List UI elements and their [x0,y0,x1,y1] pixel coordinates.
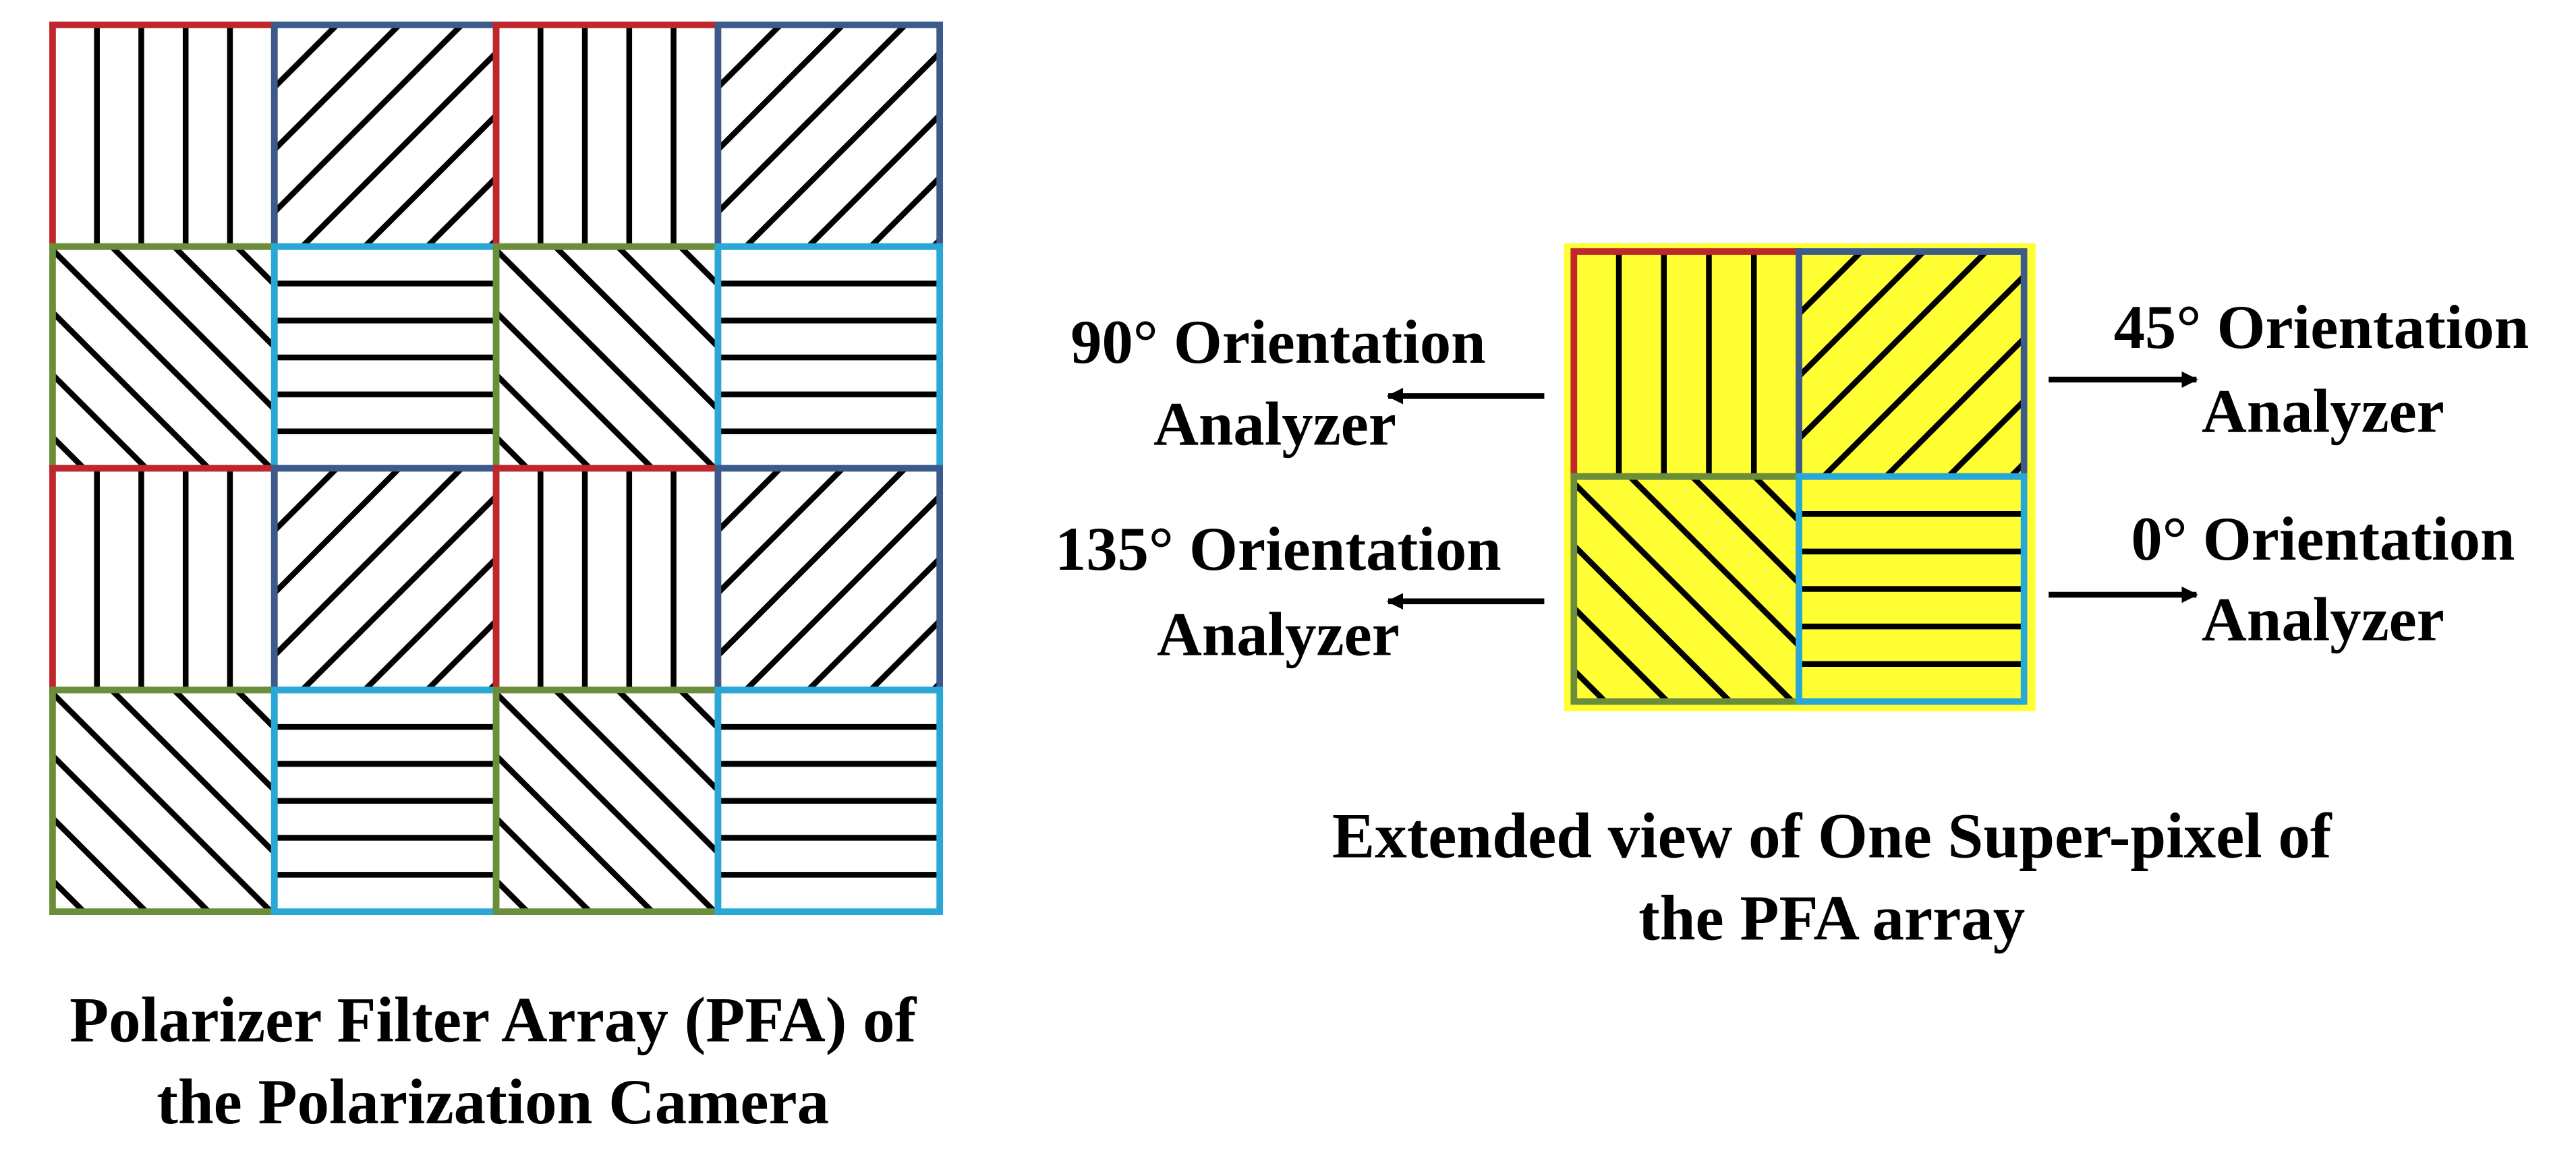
hatch-line [50,878,86,914]
filter-cell [492,465,722,694]
hatch-line [272,466,464,658]
hatch-line [494,691,717,914]
hatch-line [272,22,339,90]
pfa-grid [49,22,944,916]
hatch-line [716,466,845,595]
hatch-line [494,310,654,471]
hatch-line [272,22,401,152]
hatch-line [743,494,942,692]
hatch-line [716,466,908,658]
hatch-line [615,688,720,792]
filter-cell [1796,473,2028,705]
filter-cell [49,22,278,250]
hatch-line [494,372,592,471]
hatch-line [678,688,720,730]
hatch-line [1796,249,1926,379]
hatch-line [1572,668,1607,704]
hatch-line [1752,474,1801,523]
label: 45° Orientation [2114,293,2529,362]
hatch-line [172,244,277,349]
hatch-line [806,113,942,249]
hatch-line [1572,481,1795,704]
hatch-line [806,556,942,692]
hatch-line [50,691,273,914]
hatch-line [868,175,942,249]
hatch-line [50,247,273,471]
hatch-line [300,494,498,692]
caption: Polarizer Filter Array (PFA) of [69,984,917,1055]
hatch-line [1572,543,1732,704]
hatch-line [50,372,148,471]
hatch-line [272,22,464,214]
hatch-line [272,466,339,533]
hatch-line [494,753,654,914]
hatch-line [1796,249,1864,316]
hatch-line [1572,605,1670,704]
hatch-line [1884,336,2026,479]
hatch-line [50,816,148,914]
hatch-line [1796,249,1988,441]
hatch-line [172,688,277,792]
hatch-line [1690,474,1801,586]
hatch-line [716,22,908,214]
label: Analyzer [1157,601,1400,670]
filter-cell [49,465,278,694]
hatch-line [1821,274,2026,479]
label: 0° Orientation [2131,505,2515,574]
filter-cell [714,686,944,916]
hatch-line [716,22,845,152]
hatch-line [716,22,782,90]
hatch-line [50,435,86,471]
hatch-line [234,244,277,287]
hatch-line [743,51,942,249]
hatch-line [109,688,277,855]
hatch-line [553,688,720,855]
caption: the PFA array [1638,882,2025,953]
hatch-line [272,466,401,595]
hatch-line [494,247,717,471]
hatch-line [50,310,211,471]
hatch-line [615,244,720,349]
hatch-line [50,753,211,914]
hatch-line [868,619,942,692]
hatch-line [678,244,720,287]
hatch-line [362,113,498,249]
hatch-line [494,435,529,471]
hatch-line [362,556,498,692]
hatch-line [1946,398,2026,479]
super-pixel [1570,248,2028,705]
hatch-line [1628,474,1801,648]
caption: Extended view of One Super-pixel of [1332,800,2332,872]
hatch-line [425,619,498,692]
hatch-line [716,466,782,533]
hatch-line [234,688,277,730]
hatch-line [553,244,720,411]
hatch-line [109,244,277,411]
label: Analyzer [2202,377,2444,446]
filter-cell [492,22,722,250]
label: 135° Orientation [1055,515,1501,584]
hatch-line [494,816,592,914]
label: Analyzer [2202,586,2444,655]
hatch-line [494,878,529,914]
label: 90° Orientation [1070,308,1485,377]
hatch-line [300,51,498,249]
caption: the Polarization Camera [156,1066,829,1137]
label: Analyzer [1153,390,1396,459]
hatch-line [425,175,498,249]
